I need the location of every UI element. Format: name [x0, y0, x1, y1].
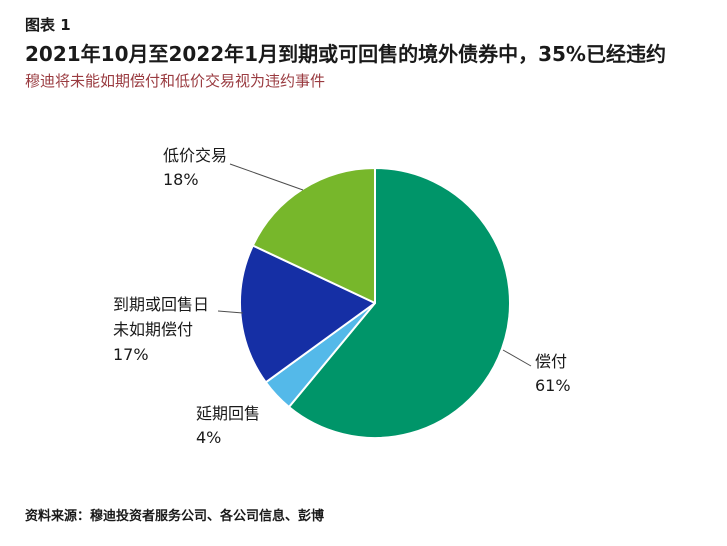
callout-missed-label-line2: 未如期偿付	[113, 320, 194, 339]
callout-deferred-label: 延期回售	[196, 404, 261, 423]
exhibit-label: 图表 1	[25, 16, 71, 34]
callout-missed-payment: 到期或回售日 未如期偿付 17%	[113, 292, 209, 367]
leader-line-repay	[502, 349, 532, 367]
callout-distressed-pct: 18%	[163, 170, 199, 189]
callout-distressed-exchange: 低价交易 18%	[163, 144, 227, 192]
leader-lines	[217, 163, 532, 367]
chart-subtitle: 穆迪将未能如期偿付和低价交易视为违约事件	[25, 72, 326, 90]
pie-slice-3	[251, 167, 376, 304]
callout-repay-pct: 61%	[535, 376, 571, 395]
callout-missed-label-line1: 到期或回售日	[113, 295, 210, 314]
callout-missed-pct: 17%	[113, 345, 149, 364]
leader-line-missed	[217, 310, 244, 314]
source-line: 资料来源：穆迪投资者服务公司、各公司信息、彭博	[25, 509, 325, 524]
callout-repay-label: 偿付	[535, 352, 568, 371]
leader-line-distressed	[229, 163, 304, 191]
pie-slice-2	[239, 244, 376, 384]
callout-deferred-put: 延期回售 4%	[196, 402, 260, 450]
chart-title: 2021年10月至2022年1月到期或可回售的境外债券中，35%已经违约	[25, 42, 666, 66]
pie-slice-0	[287, 167, 511, 439]
pie-slices	[239, 167, 511, 439]
callout-deferred-pct: 4%	[196, 428, 222, 447]
callout-distressed-label: 低价交易	[163, 146, 228, 165]
callout-repay: 偿付 61%	[535, 350, 571, 398]
